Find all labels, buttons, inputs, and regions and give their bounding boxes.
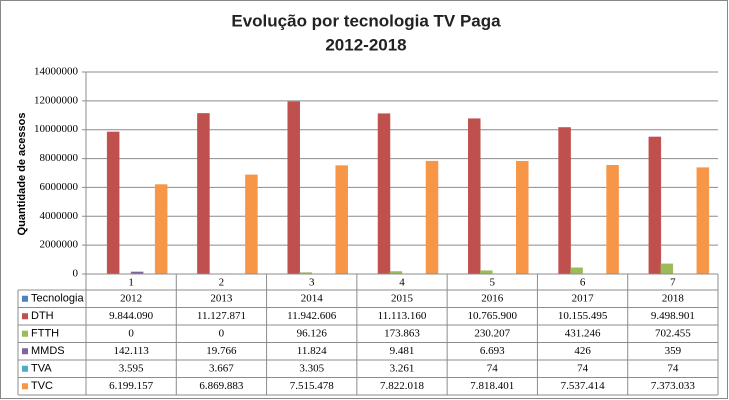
table-cell: 173.863 [384,327,420,339]
table-cell: 2014 [301,292,324,304]
x-tick-label: 6 [580,277,586,289]
bar [558,127,571,275]
table-cell: 74 [667,362,679,374]
table-cell: 9.481 [390,345,415,357]
table-cell: 10.155.495 [558,310,608,322]
bar [106,131,120,275]
legend-label: MMDS [31,345,65,357]
bar [245,174,258,275]
table-cell: 6.693 [480,345,505,357]
bar [606,164,619,275]
legend-swatch [22,365,28,372]
bar [570,267,583,275]
y-tick-label: 6000000 [40,181,79,193]
table-cell: 3.667 [209,362,234,374]
table-cell: 431.246 [565,327,601,339]
x-tick-label: 2 [219,277,225,289]
table-cell: 11.942.606 [287,310,337,322]
table-cell: 2016 [481,292,504,304]
y-tick-label: 4000000 [40,210,79,222]
legend-label: TVC [31,380,53,392]
y-tick-label: 0 [73,268,79,280]
table-cell: 7.515.478 [290,380,335,392]
table-cell: 11.127.871 [197,310,246,322]
legend-label: FTTH [31,328,59,340]
table-cell: 142.113 [113,345,149,357]
table-cell: 96.126 [297,327,328,339]
bar [696,167,710,275]
table-cell: 0 [219,327,225,339]
legend-swatch [22,330,28,337]
table-cell: 2012 [120,292,142,304]
table-cell: 3.261 [390,362,415,374]
table-cell: 74 [487,362,499,374]
legend-label: DTH [31,310,54,322]
table-cell: 74 [577,362,589,374]
bar [154,184,168,275]
table-cell: 9.844.090 [109,310,154,322]
bar [468,118,481,275]
y-tick-label: 14000000 [34,66,79,78]
bar [648,136,662,275]
table-cell: 3.305 [299,362,324,374]
y-tick-label: 2000000 [40,239,79,251]
table-cell: 6.869.883 [199,380,244,392]
y-tick-label: 12000000 [34,94,79,106]
table-cell: 6.199.157 [109,380,154,392]
bar [660,263,674,275]
bar [377,113,391,275]
table-cell: 9.498.901 [651,310,695,322]
chart-title: Evolução por tecnologia TV Paga [231,11,501,30]
table-cell: 3.595 [119,362,144,374]
table-cell: 359 [665,345,682,357]
legend-label: Tecnologia [31,293,84,305]
table-cell: 11.113.160 [378,310,427,322]
legend-swatch [22,295,28,302]
table-cell: 2015 [391,292,414,304]
table-cell: 11.824 [297,345,327,357]
y-tick-label: 10000000 [34,123,79,135]
legend-label: TVA [31,363,52,375]
x-tick-label: 7 [670,277,676,289]
table-cell: 2017 [572,292,595,304]
legend-swatch [22,313,28,320]
x-tick-label: 4 [399,277,405,289]
table-cell: 426 [574,345,591,357]
x-tick-label: 5 [490,277,496,289]
table-cell: 2018 [662,292,685,304]
table-cell: 2013 [210,292,233,304]
legend-swatch [22,383,28,390]
table-cell: 7.537.414 [561,380,606,392]
y-axis-label: Quantidade de acessos [16,113,28,236]
table-cell: 0 [128,327,134,339]
bar [425,160,439,275]
bar [287,101,300,275]
table-cell: 702.455 [655,327,691,339]
chart-subtitle: 2012-2018 [325,35,406,54]
x-tick-label: 1 [128,277,134,289]
table-cell: 7.818.401 [470,380,514,392]
table-cell: 230.207 [474,327,510,339]
table-cell: 7.373.033 [651,380,696,392]
bar [335,165,348,275]
y-tick-label: 8000000 [40,152,79,164]
bar [516,160,529,275]
bar [197,113,210,275]
table-cell: 7.822.018 [380,380,425,392]
x-tick-label: 3 [309,277,315,289]
table-cell: 19.766 [206,345,237,357]
table-cell: 10.765.900 [468,310,518,322]
legend-swatch [22,348,28,355]
